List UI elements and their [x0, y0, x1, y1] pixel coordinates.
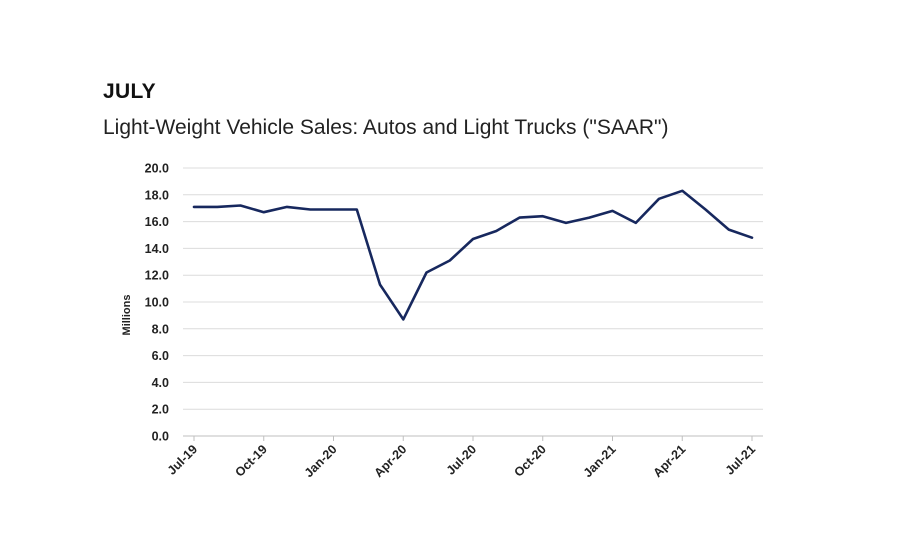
y-axis: 0.0 2.0 4.0 6.0 8.0 10.0 12.0 14.0 16.0 18.0 20.0	[145, 162, 169, 444]
y-tick-label: 14.0	[145, 242, 169, 256]
x-tick-label: Jan-21	[581, 442, 619, 480]
y-tick-label: 12.0	[145, 269, 169, 283]
y-tick-label: 0.0	[152, 430, 169, 444]
chart-subtitle: Light-Weight Vehicle Sales: Autos and Li…	[103, 116, 669, 139]
y-tick-label: 4.0	[152, 376, 169, 390]
x-tick-label: Apr-20	[371, 442, 409, 480]
x-tick-label: Oct-20	[511, 442, 548, 479]
x-tick-label: Jul-20	[444, 442, 479, 477]
y-tick-label: 20.0	[145, 162, 169, 176]
chart-heading: JULY	[103, 80, 156, 103]
y-tick-label: 2.0	[152, 403, 169, 417]
x-axis: Jul-19 Oct-19 Jan-20 Apr-20 Jul-20 Oct-20 Jan-…	[165, 436, 758, 480]
y-tick-label: 6.0	[152, 349, 169, 363]
x-tick-label: Jul-19	[165, 442, 200, 477]
y-tick-label: 10.0	[145, 296, 169, 310]
y-tick-label: 16.0	[145, 215, 169, 229]
y-tick-label: 18.0	[145, 188, 169, 202]
y-tick-label: 8.0	[152, 322, 169, 336]
series-layer	[192, 189, 754, 321]
x-tick-label: Jul-21	[723, 442, 758, 477]
x-tick-label: Jan-20	[302, 442, 340, 480]
series-line	[192, 189, 754, 321]
gridlines	[183, 167, 763, 437]
x-tick-label: Apr-21	[650, 442, 688, 480]
x-tick-label: Oct-19	[232, 442, 269, 479]
y-axis-label: Millions	[121, 295, 133, 336]
